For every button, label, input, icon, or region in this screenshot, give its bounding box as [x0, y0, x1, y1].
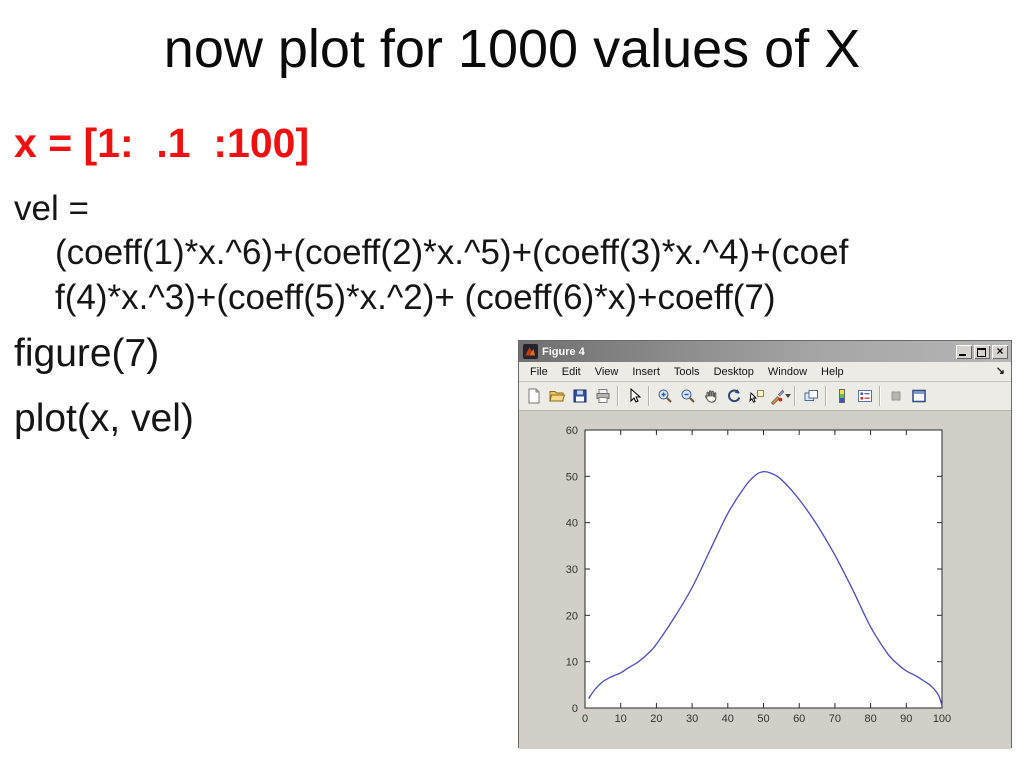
pan-hand-icon	[704, 390, 716, 403]
window-title: Figure 4	[542, 345, 585, 358]
window-titlebar[interactable]: Figure 4 ×	[519, 341, 1011, 362]
svg-text:80: 80	[864, 713, 876, 725]
toolbar-separator	[825, 386, 827, 406]
code-plot-call: plot(x, vel)	[14, 397, 194, 440]
menubar: File Edit View Insert Tools Desktop Wind…	[519, 362, 1011, 382]
svg-text:0: 0	[582, 713, 588, 725]
svg-text:50: 50	[566, 471, 578, 483]
svg-text:10: 10	[566, 657, 578, 669]
link-plots-icon	[804, 390, 818, 401]
rotate-3d-button[interactable]	[722, 384, 745, 408]
plot-canvas: 0 10 20 30 40 50 60 70 80 90 100 0 10 20 30 40 50 60	[566, 425, 951, 725]
svg-text:90: 90	[900, 713, 912, 725]
pointer-icon	[630, 387, 641, 403]
minimize-icon	[959, 353, 966, 356]
zoom-in-icon	[658, 389, 672, 403]
brush-button[interactable]	[768, 384, 791, 408]
code-formula-line1: (coeff(1)*x.^6)+(coeff(2)*x.^5)+(coeff(3…	[55, 233, 849, 272]
toolbar-separator	[879, 386, 881, 406]
toolbar	[519, 382, 1011, 411]
figure-client-area: 0 10 20 30 40 50 60 70 80 90 100 0 10 20 30 40 50 60	[519, 411, 1011, 749]
brush-dropdown-icon[interactable]	[784, 394, 791, 398]
data-cursor-button[interactable]	[745, 384, 768, 408]
menubar-overflow-arrow-icon[interactable]: ↘	[995, 365, 1005, 377]
minimize-button[interactable]	[956, 344, 972, 359]
menu-help[interactable]: Help	[821, 365, 844, 378]
svg-text:60: 60	[566, 425, 578, 437]
menu-insert[interactable]: Insert	[632, 365, 660, 378]
hide-plot-tools-button[interactable]	[884, 384, 907, 408]
svg-text:10: 10	[615, 713, 627, 725]
pointer-tool-button[interactable]	[622, 384, 645, 408]
slide-title: now plot for 1000 values of X	[163, 19, 861, 79]
maximize-button[interactable]	[974, 344, 990, 359]
open-file-button[interactable]	[545, 384, 568, 408]
open-folder-icon	[548, 391, 565, 402]
menu-file[interactable]: File	[530, 365, 548, 378]
svg-text:100: 100	[933, 713, 951, 725]
save-button[interactable]	[568, 384, 591, 408]
menu-edit[interactable]: Edit	[561, 365, 581, 378]
svg-text:40: 40	[566, 518, 578, 530]
legend-icon	[857, 390, 872, 402]
print-button[interactable]	[591, 384, 614, 408]
show-plot-tools-button[interactable]	[907, 384, 930, 408]
maximize-icon	[977, 347, 986, 357]
close-button[interactable]: ×	[992, 343, 1008, 359]
menu-window[interactable]: Window	[767, 365, 808, 378]
pan-button[interactable]	[699, 384, 722, 408]
svg-text:50: 50	[757, 713, 769, 725]
svg-text:40: 40	[722, 713, 734, 725]
print-icon	[596, 389, 609, 403]
zoom-out-icon	[681, 389, 695, 403]
code-x-assignment: x = [1: .1 :100]	[14, 120, 310, 166]
toolbar-separator	[617, 386, 619, 406]
zoom-out-button[interactable]	[676, 384, 699, 408]
svg-text:20: 20	[566, 610, 578, 622]
code-figure-call: figure(7)	[14, 332, 160, 375]
link-plots-button[interactable]	[799, 384, 822, 408]
svg-text:20: 20	[650, 713, 662, 725]
code-vel-label: vel =	[14, 189, 89, 228]
disabled-square-icon	[891, 391, 900, 401]
zoom-in-button[interactable]	[653, 384, 676, 408]
menu-tools[interactable]: Tools	[673, 365, 700, 378]
insert-legend-button[interactable]	[853, 384, 876, 408]
svg-text:60: 60	[793, 713, 805, 725]
svg-text:0: 0	[572, 703, 578, 715]
svg-text:30: 30	[566, 564, 578, 576]
rotate-3d-icon	[727, 389, 740, 403]
svg-text:30: 30	[686, 713, 698, 725]
matlab-figure-window: Figure 4 × File Edit View Insert Tools D…	[518, 340, 1012, 749]
data-cursor-icon	[748, 390, 764, 403]
colorbar-icon	[838, 389, 845, 403]
menu-view[interactable]: View	[594, 365, 619, 378]
menu-desktop[interactable]: Desktop	[713, 365, 754, 378]
insert-colorbar-button[interactable]	[830, 384, 853, 408]
new-file-button[interactable]	[522, 384, 545, 408]
dock-window-icon	[911, 389, 926, 403]
brush-icon	[770, 389, 784, 405]
toolbar-separator	[794, 386, 796, 406]
matlab-icon	[523, 344, 538, 359]
save-icon	[573, 389, 586, 403]
toolbar-separator	[648, 386, 650, 406]
svg-text:70: 70	[829, 713, 841, 725]
code-formula-line2: f(4)*x.^3)+(coeff(5)*x.^2)+ (coeff(6)*x)…	[55, 278, 776, 317]
close-icon: ×	[996, 343, 1004, 358]
new-file-icon	[528, 388, 539, 404]
